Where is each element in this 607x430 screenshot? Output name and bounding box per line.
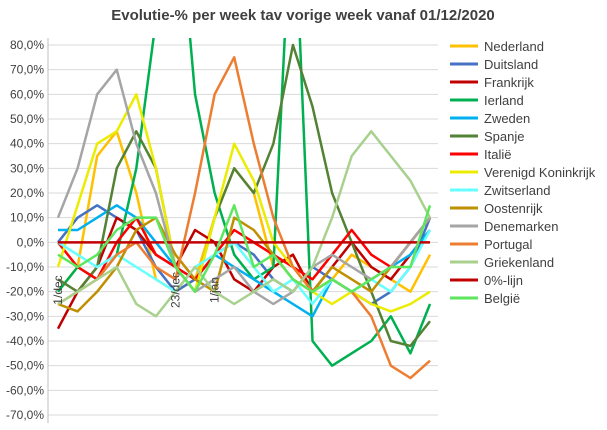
y-tick-label: 80,0% bbox=[10, 38, 44, 52]
x-tick-label: 1/jan bbox=[208, 277, 222, 303]
legend-label: Duitsland bbox=[484, 57, 538, 72]
legend-label: Italië bbox=[484, 147, 511, 162]
legend-label: Ierland bbox=[484, 93, 524, 108]
legend-label: Portugal bbox=[484, 237, 533, 252]
y-tick-label: -10,0% bbox=[6, 260, 44, 274]
y-tick-label: 70,0% bbox=[10, 63, 44, 77]
y-tick-label: 60,0% bbox=[10, 87, 44, 101]
legend-label: België bbox=[484, 291, 520, 306]
y-tick-label: 50,0% bbox=[10, 112, 44, 126]
series-line bbox=[57, 43, 431, 348]
x-tick-label: 23/dec bbox=[168, 272, 182, 308]
legend-label: Zweden bbox=[484, 111, 530, 126]
y-tick-label: -60,0% bbox=[6, 383, 44, 397]
y-tick-label: -70,0% bbox=[6, 408, 44, 422]
y-tick-label: -40,0% bbox=[6, 334, 44, 348]
legend-label: Nederland bbox=[484, 39, 544, 54]
y-tick-label: -50,0% bbox=[6, 359, 44, 373]
chart-title: Evolutie-% per week tav vorige week vana… bbox=[111, 7, 495, 24]
series-line bbox=[56, 216, 431, 330]
x-tick-label: 1/dec bbox=[51, 275, 65, 304]
series-line bbox=[56, 68, 431, 306]
legend-label: Zwitserland bbox=[484, 183, 550, 198]
y-tick-label: 30,0% bbox=[10, 161, 44, 175]
legend-label: Oostenrijk bbox=[484, 201, 543, 216]
legend-label: Verenigd Koninkrijk bbox=[484, 165, 596, 180]
legend-label: Spanje bbox=[484, 129, 524, 144]
y-tick-label: 10,0% bbox=[10, 211, 44, 225]
y-tick-label: -20,0% bbox=[6, 285, 44, 299]
y-tick-label: 40,0% bbox=[10, 137, 44, 151]
legend-label: Griekenland bbox=[484, 255, 554, 270]
y-tick-label: 20,0% bbox=[10, 186, 44, 200]
series-line bbox=[57, 56, 431, 380]
legend-label: Frankrijk bbox=[484, 75, 534, 90]
series-line bbox=[57, 130, 432, 318]
y-tick-label: -30,0% bbox=[6, 309, 44, 323]
legend-label: Denemarken bbox=[484, 219, 558, 234]
series-line bbox=[57, 204, 432, 293]
y-tick-label: 0,0% bbox=[17, 235, 45, 249]
series-line bbox=[57, 216, 431, 313]
legend-label: 0%-lijn bbox=[484, 273, 523, 288]
series-line bbox=[56, 93, 431, 313]
series-line bbox=[57, 38, 432, 367]
